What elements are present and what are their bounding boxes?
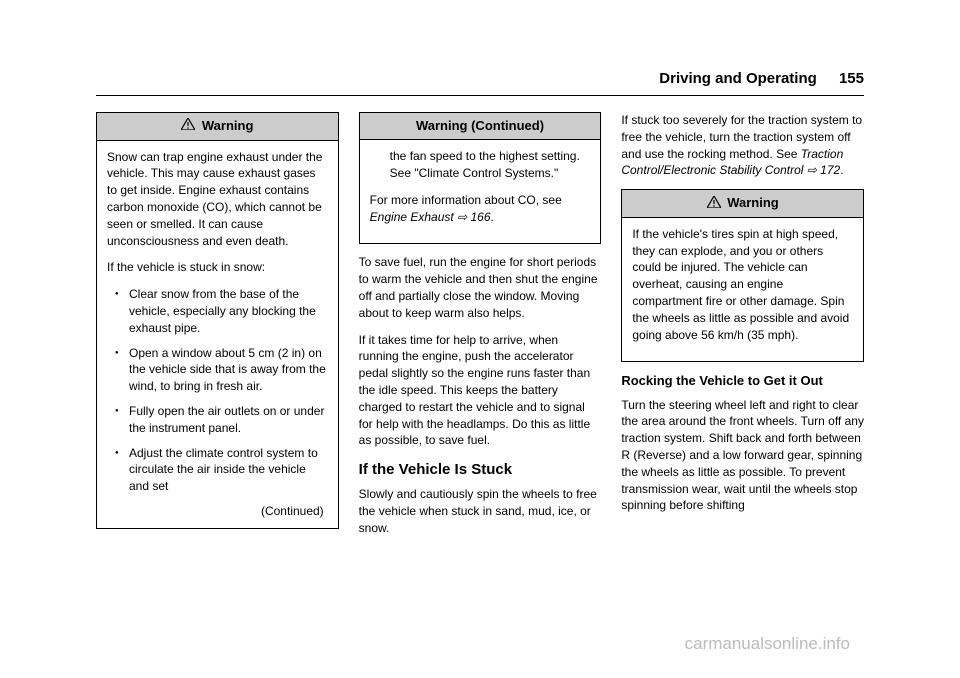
col3-p2: Turn the steering wheel left and right t… xyxy=(621,397,864,515)
section-title: Driving and Operating xyxy=(659,70,817,87)
link-icon: ⇨ xyxy=(457,210,467,224)
column-2: Warning (Continued) the fan speed to the… xyxy=(359,112,602,547)
page-header: Driving and Operating 155 xyxy=(96,70,864,87)
warning-body-1: Snow can trap engine exhaust under the v… xyxy=(97,141,338,528)
warning-bullet-1: Clear snow from the base of the vehicle,… xyxy=(107,286,328,336)
content-columns: Warning Snow can trap engine exhaust und… xyxy=(96,112,864,547)
warning-header-3: Warning xyxy=(622,190,863,218)
warning-triangle-icon-2 xyxy=(707,195,721,213)
warning-bullet-4: Adjust the climate control system to cir… xyxy=(107,445,328,495)
warning-triangle-icon xyxy=(181,117,195,135)
col2-p2: If it takes time for help to arrive, whe… xyxy=(359,332,602,450)
col3-p1: If stuck too severely for the traction s… xyxy=(621,112,864,179)
warning-box-2: Warning (Continued) the fan speed to the… xyxy=(359,112,602,244)
warning-bullet-2: Open a window about 5 cm (2 in) on the v… xyxy=(107,345,328,395)
warning-label-2: Warning (Continued) xyxy=(416,118,544,133)
col2-heading: If the Vehicle Is Stuck xyxy=(359,459,602,480)
column-3: If stuck too severely for the traction s… xyxy=(621,112,864,547)
manual-page: Driving and Operating 155 Warning Snow c… xyxy=(0,0,960,678)
col3-p1-page: 172 xyxy=(817,163,840,177)
warning-box-1: Warning Snow can trap engine exhaust und… xyxy=(96,112,339,529)
col3-p1-d: . xyxy=(840,163,843,177)
link-icon-2: ⇨ xyxy=(807,163,817,177)
warning-body-2: the fan speed to the highest setting. Se… xyxy=(360,140,601,243)
col2-p1: To save fuel, run the engine for short p… xyxy=(359,254,602,321)
warning-header-1: Warning xyxy=(97,113,338,141)
warning-header-2: Warning (Continued) xyxy=(360,113,601,140)
page-number: 155 xyxy=(839,70,864,87)
warning-cont-p2: For more information about CO, see Engin… xyxy=(370,192,591,226)
warning-p2: If the vehicle is stuck in snow: xyxy=(107,259,328,276)
col3-heading: Rocking the Vehicle to Get it Out xyxy=(621,372,864,390)
warning-body-3: If the vehicle's tires spin at high spee… xyxy=(622,218,863,362)
cont-p2-d: . xyxy=(491,210,494,224)
watermark: carmanualsonline.info xyxy=(685,634,850,654)
cont-p2-page: 166 xyxy=(467,210,490,224)
column-1: Warning Snow can trap engine exhaust und… xyxy=(96,112,339,547)
warning-p1: Snow can trap engine exhaust under the v… xyxy=(107,149,328,250)
col2-p3: Slowly and cautiously spin the wheels to… xyxy=(359,486,602,536)
warning-bullets: Clear snow from the base of the vehicle,… xyxy=(107,286,328,495)
warning-box-3: Warning If the vehicle's tires spin at h… xyxy=(621,189,864,362)
warning-bullet-3: Fully open the air outlets on or under t… xyxy=(107,403,328,437)
header-rule xyxy=(96,95,864,96)
warning-label-3: Warning xyxy=(727,195,779,210)
cont-p2-ref: Engine Exhaust xyxy=(370,210,457,224)
cont-p2-a: For more information about CO, see xyxy=(370,193,562,207)
warning-3-p: If the vehicle's tires spin at high spee… xyxy=(632,226,853,344)
continued-label: (Continued) xyxy=(107,503,328,520)
warning-label-1: Warning xyxy=(202,118,254,133)
warning-cont-text: the fan speed to the highest setting. Se… xyxy=(370,148,591,182)
